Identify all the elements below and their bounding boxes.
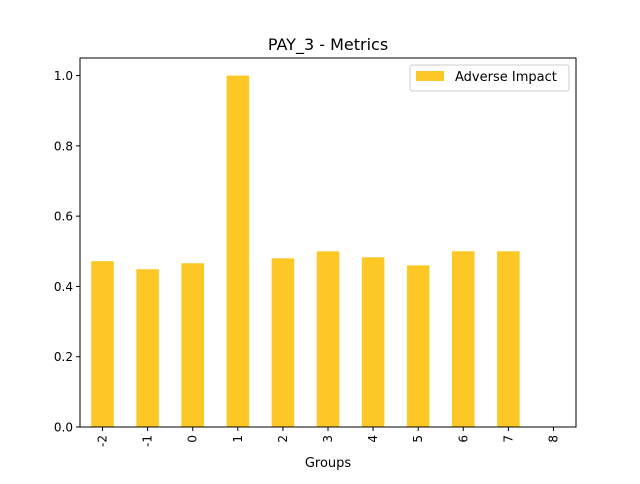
legend-swatch (416, 71, 444, 81)
y-tick-label: 0.8 (54, 139, 73, 153)
bar-1 (226, 75, 250, 428)
x-tick-label: 8 (546, 435, 560, 443)
y-tick-label: 0.4 (54, 280, 73, 294)
y-tick-label: 0.6 (54, 210, 73, 224)
legend: Adverse Impact (409, 64, 570, 92)
bar-7 (497, 251, 520, 427)
bar-6 (452, 251, 475, 427)
x-tick-label: 0 (186, 435, 200, 443)
bar--2 (91, 261, 114, 427)
y-tick-label: 0.2 (54, 350, 73, 364)
x-tick-label: -2 (96, 435, 110, 447)
x-tick-label: 7 (501, 435, 515, 443)
x-tick-label: 6 (456, 435, 470, 443)
x-tick-label: 1 (231, 435, 245, 443)
bar-0 (181, 263, 204, 427)
x-tick-label: 4 (366, 435, 380, 443)
y-tick-label: 0.0 (54, 421, 73, 435)
bar-5 (406, 265, 430, 427)
x-tick-label: 3 (321, 435, 335, 443)
bar-4 (361, 257, 385, 427)
x-tick-label: 5 (411, 435, 425, 443)
x-axis-label: Groups (305, 456, 352, 471)
y-tick-label: 1.0 (54, 69, 73, 83)
bar-2 (271, 258, 295, 427)
x-tick-label: -1 (141, 435, 155, 447)
legend-label: Adverse Impact (455, 70, 557, 85)
bar--1 (136, 269, 159, 427)
bar-3 (316, 251, 340, 427)
chart-title: PAY_3 - Metrics (268, 35, 388, 55)
x-tick-label: 2 (276, 435, 290, 443)
